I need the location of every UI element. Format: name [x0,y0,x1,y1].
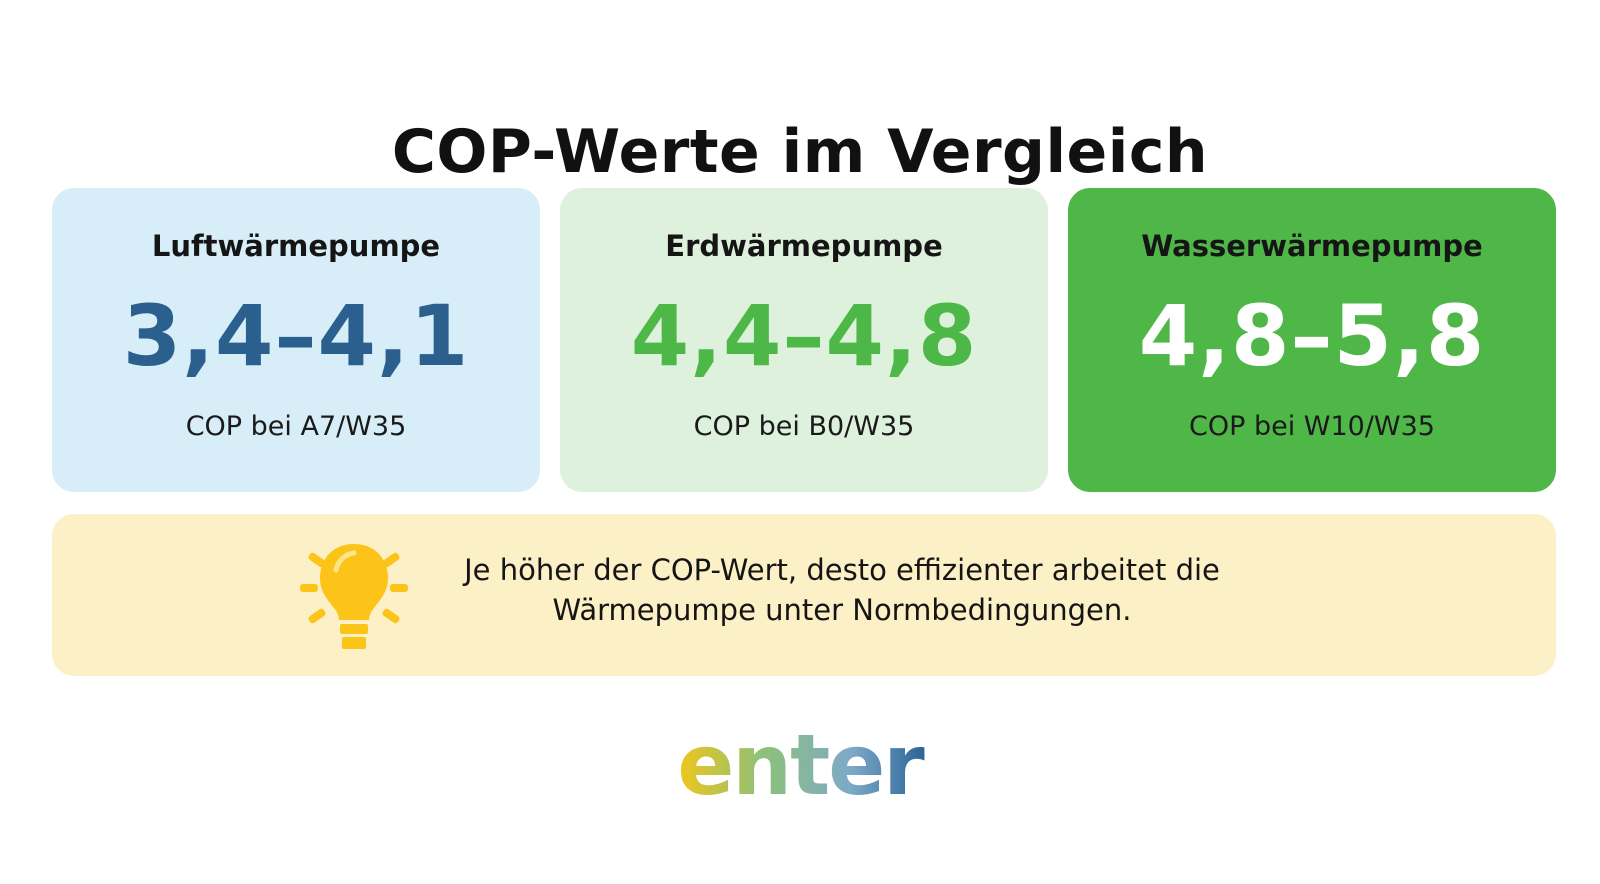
tip-box: Je höher der COP-Wert, desto effizienter… [52,514,1556,676]
logo-text: enter [677,716,925,814]
tip-text-line-2: Wärmepumpe unter Normbedingungen. [552,593,1132,627]
card-subtitle: COP bei W10/W35 [1188,411,1435,442]
card-subtitle: COP bei A7/W35 [185,411,407,442]
tip-text: Je höher der COP-Wert, desto effizienter… [432,550,1252,630]
card-wasserwaermepumpe: Wasserwärmepumpe 4,8–5,8 COP bei W10/W35 [1068,188,1556,492]
card-value: 4,8–5,8 [1138,287,1486,385]
card-name: Wasserwärmepumpe [1141,229,1483,263]
card-value: 4,4–4,8 [630,287,978,385]
card-subtitle: COP bei B0/W35 [693,411,915,442]
lightbulb-icon [300,544,408,649]
card-name: Luftwärmepumpe [151,229,441,263]
card-value: 3,4–4,1 [122,287,470,385]
enter-logo: enter [677,716,927,814]
page-title: COP-Werte im Vergleich [391,117,1209,188]
card-name: Erdwärmepumpe [665,229,943,263]
card-luftwaermepumpe: Luftwärmepumpe 3,4–4,1 COP bei A7/W35 [52,188,540,492]
card-erdwaermepumpe: Erdwärmepumpe 4,4–4,8 COP bei B0/W35 [560,188,1048,492]
tip-text-line-1: Je höher der COP-Wert, desto effizienter… [464,553,1220,587]
